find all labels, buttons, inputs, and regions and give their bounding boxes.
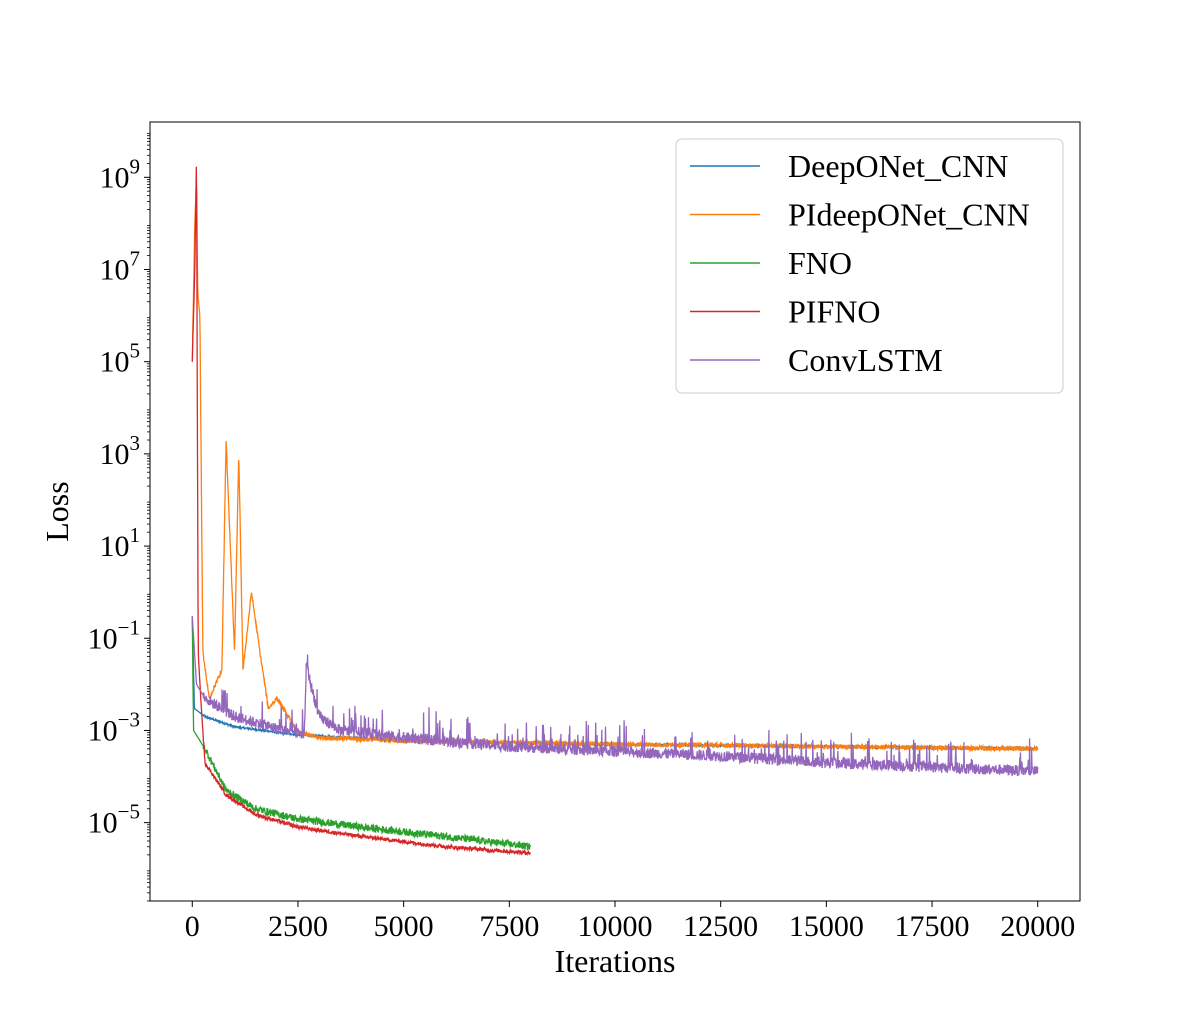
legend-label: PIFNO	[788, 294, 880, 330]
legend-label: PIdeepONet_CNN	[788, 197, 1030, 233]
x-tick-label: 2500	[268, 910, 328, 943]
x-tick-label: 10000	[578, 910, 653, 943]
series-line-pideeponet-cnn	[191, 181, 1039, 753]
y-tick-label: 10−5	[88, 800, 140, 840]
x-axis-ticks: 0 2500 5000 7500 10000 12500 15000 17500 20000	[185, 901, 1075, 943]
legend-box	[675, 138, 1064, 394]
x-tick-label: 20000	[1000, 910, 1075, 943]
x-tick-label: 17500	[895, 910, 970, 943]
x-tick-label: 5000	[374, 910, 434, 943]
y-tick-label: 109	[100, 154, 141, 194]
y-tick-label: 10−3	[88, 707, 140, 747]
y-tick-label: 101	[100, 523, 141, 563]
legend: DeepONet_CNN PIdeepONet_CNN FNO PIFNO ConvLS…	[675, 138, 1064, 394]
y-axis-ticks: 109 107 105 103 101 10−1 10−3 10−5	[88, 132, 150, 902]
series-line-pifno	[191, 166, 531, 857]
legend-label: ConvLSTM	[788, 342, 943, 378]
y-axis-label: Loss	[39, 481, 75, 541]
x-tick-label: 15000	[789, 910, 864, 943]
x-tick-label: 12500	[683, 910, 758, 943]
series-line-deeponet-cnn	[191, 616, 1039, 752]
legend-label: FNO	[788, 245, 852, 281]
x-tick-label: 0	[185, 910, 200, 943]
x-tick-label: 7500	[479, 910, 539, 943]
y-tick-label: 103	[100, 431, 141, 471]
y-tick-label: 107	[100, 247, 141, 287]
y-tick-label: 105	[100, 339, 141, 379]
series-line-fno	[191, 616, 532, 851]
legend-label: DeepONet_CNN	[788, 148, 1008, 184]
x-axis-label: Iterations	[555, 943, 676, 979]
series-line-convlstm	[191, 616, 1039, 777]
series-lines	[191, 166, 1039, 857]
y-tick-label: 10−1	[88, 615, 140, 655]
